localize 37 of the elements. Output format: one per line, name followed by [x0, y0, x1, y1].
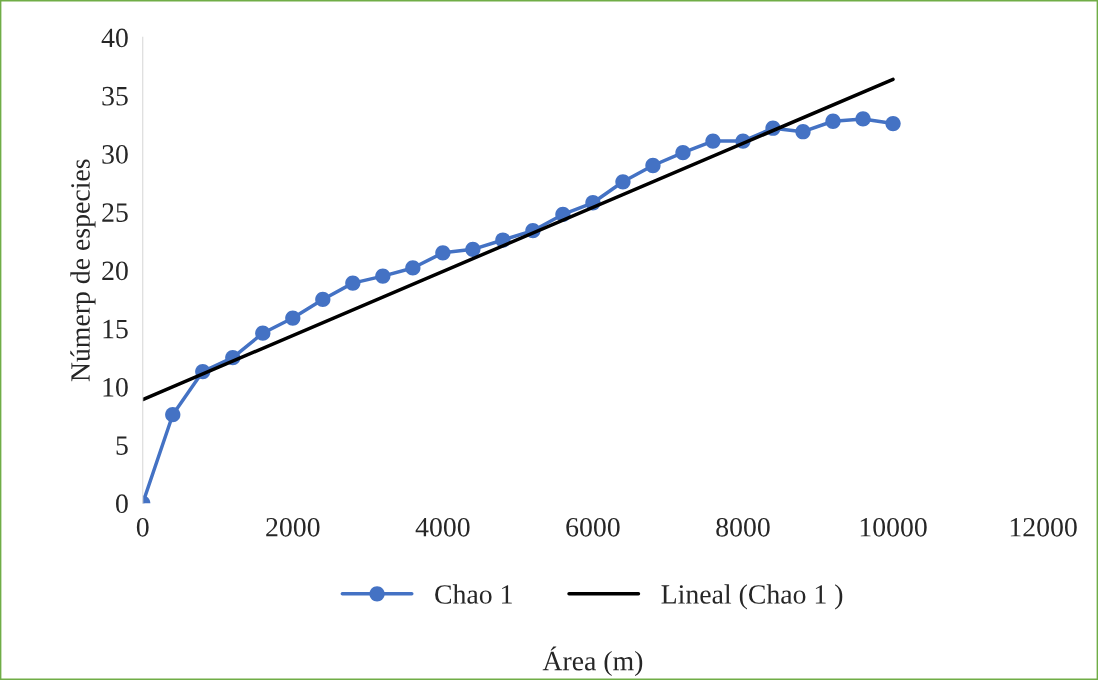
- y-tick-label: 5: [116, 436, 128, 455]
- y-tick-label: 25: [102, 203, 128, 222]
- point: [825, 113, 841, 129]
- x-tick-label: 6000: [566, 517, 620, 537]
- point: [285, 310, 301, 326]
- y-tick-label: 20: [102, 261, 128, 281]
- y-tick-label: 15: [103, 319, 128, 339]
- point: [405, 260, 421, 276]
- point: [345, 275, 361, 291]
- point: [255, 325, 271, 341]
- point: [465, 241, 481, 257]
- x-tick-label: 4000: [415, 517, 470, 537]
- point: [705, 133, 721, 149]
- x-axis-title: Área (m): [542, 646, 643, 677]
- point: [375, 268, 391, 284]
- y-tick-label: 30: [102, 145, 128, 164]
- point: [885, 115, 901, 132]
- y-axis-title: Númerp de especies: [70, 159, 96, 382]
- y-tick-label: 40: [101, 28, 128, 48]
- point: [795, 124, 811, 140]
- legend-label: Lineal (Chao 1 ): [661, 584, 843, 610]
- y-tick-label: 0: [116, 494, 128, 514]
- legend-label: Chao 1: [435, 584, 512, 604]
- x-tick-label: 8000: [716, 517, 770, 537]
- point: [165, 407, 181, 423]
- y-tick-label: 10: [103, 377, 128, 397]
- x-tick-label: 10000: [860, 517, 927, 537]
- x-tick-label: 12000: [1010, 517, 1077, 537]
- point: [645, 157, 661, 174]
- x-tick-label: 0: [136, 517, 149, 537]
- point: [435, 245, 451, 261]
- point: [675, 145, 691, 161]
- x-tick-label: 2000: [266, 517, 320, 537]
- point: [855, 111, 871, 127]
- y-tick-label: 35: [102, 86, 128, 106]
- point: [315, 291, 331, 308]
- point: [615, 174, 631, 190]
